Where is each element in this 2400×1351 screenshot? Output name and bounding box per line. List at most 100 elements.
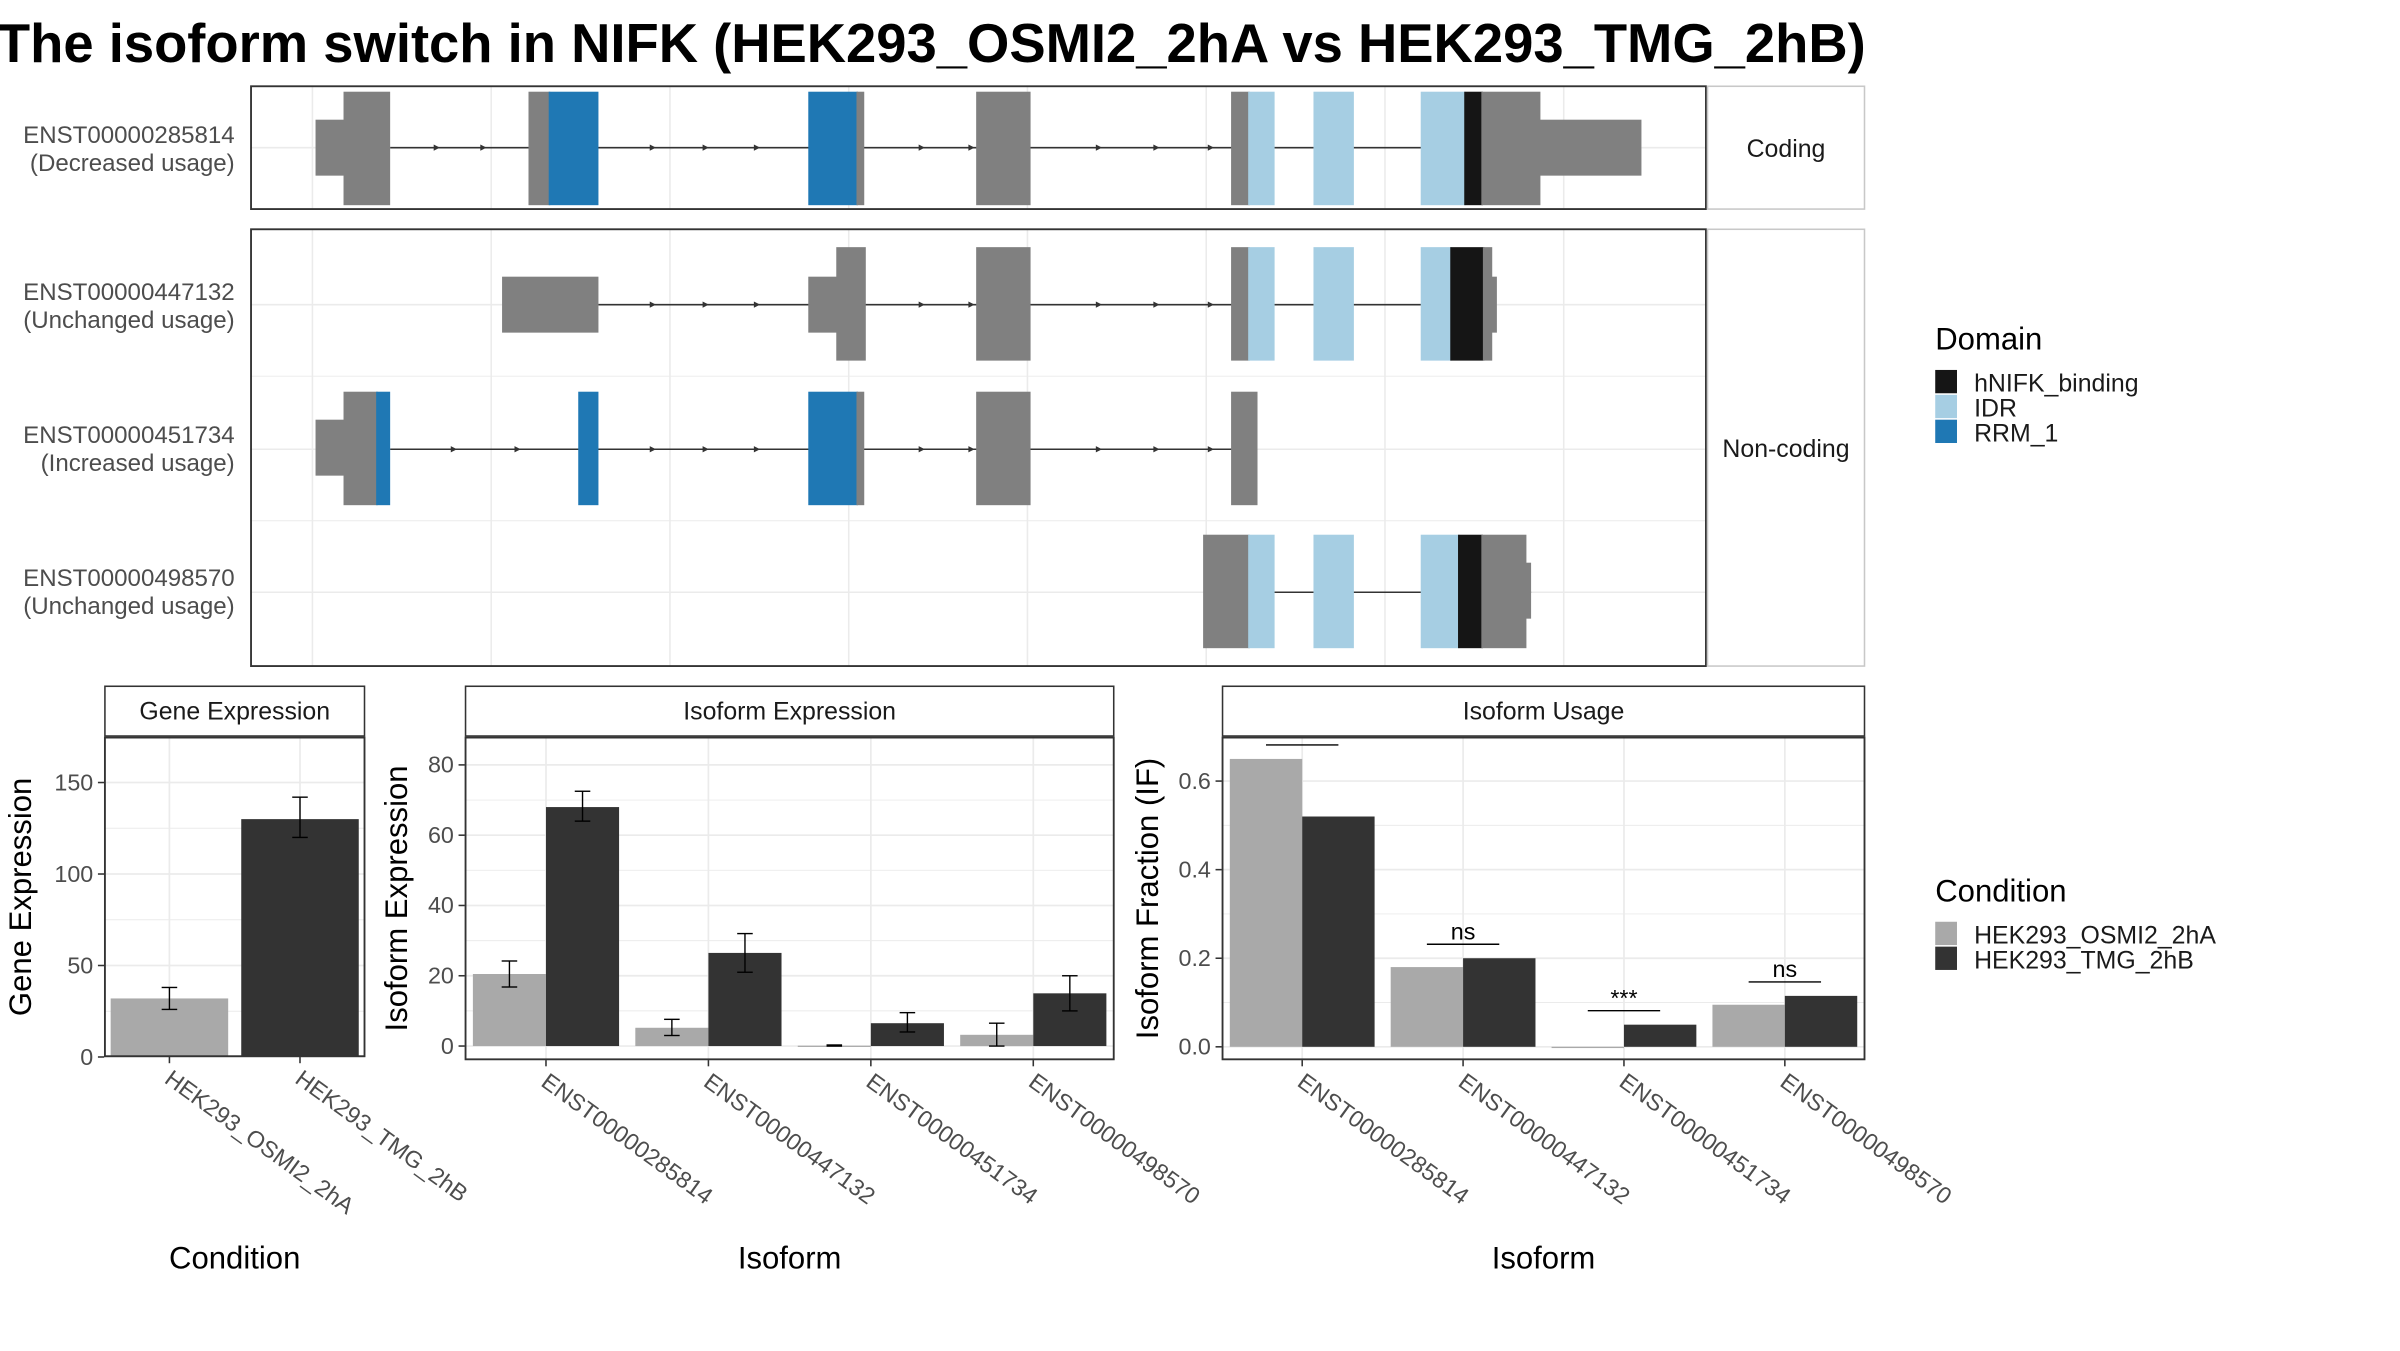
intron-arrows bbox=[450, 446, 1214, 453]
rrm-domain-segment bbox=[808, 391, 859, 506]
idr-domain-segment bbox=[1420, 534, 1460, 649]
intron-arrows bbox=[433, 144, 1214, 151]
bar bbox=[870, 1023, 944, 1047]
legend-key-hnifk-binding bbox=[1935, 369, 1957, 394]
coding-exon bbox=[856, 91, 865, 206]
legend-label-rrm: RRM_1 bbox=[1974, 419, 2058, 447]
intron-arrow bbox=[753, 446, 761, 453]
rrm-domain-segment bbox=[376, 391, 391, 506]
hnifk-binding-segment bbox=[1450, 247, 1485, 361]
intron-arrow bbox=[968, 144, 975, 151]
y-tick-label: 60 bbox=[428, 822, 454, 848]
strip-label-noncoding: Non-coding bbox=[1722, 435, 1849, 463]
y-tick-label: 150 bbox=[54, 769, 93, 795]
panel-title: Isoform Usage bbox=[1463, 698, 1625, 726]
legend-key-rrm bbox=[1935, 419, 1957, 444]
panel-title: Isoform Expression bbox=[683, 698, 896, 726]
hnifk-binding-segment bbox=[1464, 91, 1483, 206]
x-tick-label: ENST00000451734 bbox=[862, 1068, 1043, 1209]
transcript-id-label: ENST00000285814 bbox=[23, 122, 235, 149]
coding-exon bbox=[836, 247, 866, 361]
intron-arrow bbox=[918, 301, 925, 308]
rrm-domain-segment bbox=[548, 91, 599, 206]
legend-key-osmi2 bbox=[1935, 921, 1957, 946]
y-tick-label: 80 bbox=[428, 752, 454, 778]
x-tick-label: ENST00000447132 bbox=[699, 1068, 880, 1209]
bar bbox=[1390, 967, 1464, 1047]
intron-arrow bbox=[433, 144, 440, 151]
y-tick-label: 0 bbox=[80, 1044, 93, 1070]
x-tick-label: ENST00000451734 bbox=[1615, 1068, 1796, 1209]
idr-domain-segment bbox=[1313, 91, 1354, 206]
bar bbox=[635, 1027, 709, 1047]
idr-domain-segment bbox=[1313, 534, 1354, 649]
transcript-id-label: ENST00000447132 bbox=[23, 279, 235, 306]
intron-arrow bbox=[918, 446, 925, 453]
condition-legend: Condition HEK293_OSMI2_2hA HEK293_TMG_2h… bbox=[1935, 874, 2216, 975]
intron-arrow bbox=[1153, 301, 1160, 308]
utr-exon bbox=[502, 276, 599, 333]
transcript-usage-label: (Unchanged usage) bbox=[23, 307, 235, 334]
strip-label-coding: Coding bbox=[1747, 135, 1826, 163]
coding-exon bbox=[976, 247, 1031, 361]
intron-arrow bbox=[918, 144, 925, 151]
plot-border bbox=[464, 736, 1115, 1061]
domain-legend: Domain hNIFK_binding IDR RRM_1 bbox=[1935, 322, 2138, 448]
transcript-usage-label: (Unchanged usage) bbox=[23, 593, 235, 620]
intron-arrow bbox=[702, 446, 709, 453]
bar bbox=[241, 819, 359, 1057]
y-tick-label: 100 bbox=[54, 861, 93, 887]
domain-legend-title: Domain bbox=[1935, 322, 2042, 357]
significance-label: ns bbox=[1773, 956, 1798, 982]
intron-arrow bbox=[1153, 446, 1160, 453]
rrm-domain-segment bbox=[578, 391, 599, 506]
coding-exon bbox=[528, 91, 551, 206]
coding-exon bbox=[976, 91, 1031, 206]
coding-exon bbox=[1231, 391, 1258, 506]
plot-border bbox=[1221, 736, 1866, 1061]
intron-arrow bbox=[450, 446, 457, 453]
transcript-model-498570 bbox=[1203, 534, 1532, 649]
legend-label-hnifk-binding: hNIFK_binding bbox=[1974, 370, 2138, 398]
bar bbox=[545, 807, 620, 1047]
legend-label-osmi2: HEK293_OSMI2_2hA bbox=[1974, 922, 2216, 950]
y-tick-label: 40 bbox=[428, 892, 454, 918]
y-tick-label: 0.2 bbox=[1178, 945, 1210, 971]
noncoding-panel-border bbox=[250, 228, 1707, 667]
panel-title: Gene Expression bbox=[139, 698, 330, 726]
x-axis-title: Condition bbox=[169, 1240, 300, 1275]
transcript-model-451734 bbox=[315, 391, 1258, 506]
noncoding-strip bbox=[1706, 228, 1866, 667]
bar bbox=[1784, 995, 1858, 1047]
coding-exon bbox=[1203, 534, 1250, 649]
legend-label-idr: IDR bbox=[1974, 395, 2017, 423]
legend-key-idr bbox=[1935, 394, 1957, 419]
idr-domain-segment bbox=[1248, 247, 1275, 361]
x-tick-label: ENST00000285814 bbox=[537, 1068, 718, 1209]
chart-panel-1: Isoform Expression 0 20 40 60 80 ENST000002858… bbox=[379, 685, 1205, 1275]
y-tick-label: 0.0 bbox=[1178, 1034, 1210, 1060]
transcript-model-285814 bbox=[315, 91, 1642, 206]
intron-arrow bbox=[1207, 144, 1214, 151]
bar bbox=[1463, 958, 1536, 1047]
intron-arrow bbox=[1095, 446, 1103, 453]
intron-arrow bbox=[649, 446, 656, 453]
transcript-structure-panel: Coding Non-coding ENST00000285814 (Decre… bbox=[23, 85, 1866, 667]
y-tick-label: 0.4 bbox=[1178, 856, 1210, 882]
intron-arrow bbox=[1095, 144, 1103, 151]
hnifk-binding-segment bbox=[1458, 534, 1483, 649]
y-tick-label: 0 bbox=[441, 1033, 454, 1059]
idr-domain-segment bbox=[1420, 91, 1466, 206]
coding-exon bbox=[1481, 91, 1541, 206]
intron-arrow bbox=[649, 144, 656, 151]
y-tick-label: 50 bbox=[67, 952, 93, 978]
intron-arrow bbox=[1095, 301, 1103, 308]
intron-arrow bbox=[1207, 301, 1214, 308]
condition-legend-title: Condition bbox=[1935, 874, 2066, 909]
plot-border bbox=[103, 736, 366, 1058]
coding-exon bbox=[343, 391, 378, 506]
intron-arrow bbox=[753, 144, 761, 151]
legend-key-tmg bbox=[1935, 946, 1957, 970]
